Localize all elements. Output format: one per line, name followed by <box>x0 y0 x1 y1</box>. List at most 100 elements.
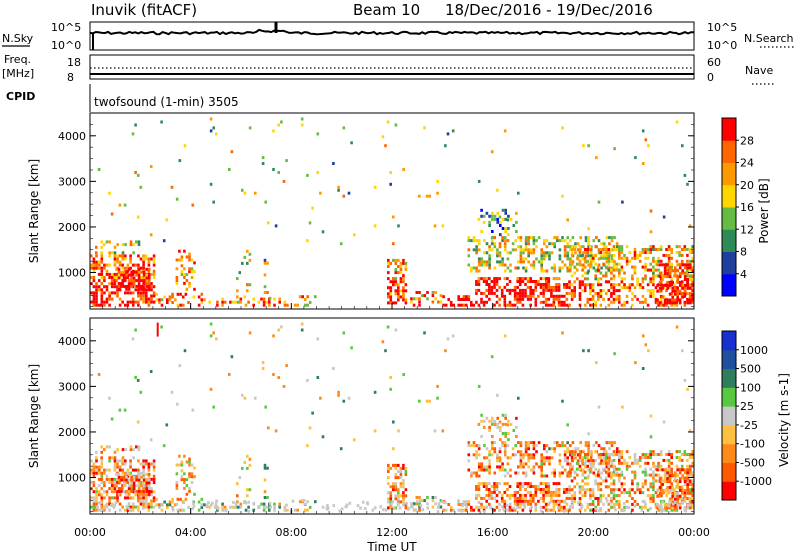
power-cell <box>467 263 471 267</box>
velocity-cell <box>103 490 106 494</box>
power-cell <box>92 260 96 264</box>
power-cell <box>120 270 123 274</box>
velocity-cell <box>545 474 549 478</box>
velocity-cell <box>103 481 106 484</box>
velocity-cell <box>576 459 580 463</box>
velocity-cell <box>563 488 566 491</box>
velocity-cell <box>449 508 453 512</box>
velocity-cell <box>641 470 645 474</box>
velocity-cell <box>92 481 96 484</box>
velocity-colorbar-segment <box>722 462 736 482</box>
velocity-cell <box>620 482 624 486</box>
velocity-cell <box>586 476 590 480</box>
power-cell <box>147 279 151 283</box>
freq-right-tick-top: 60 <box>707 56 721 69</box>
power-cell <box>394 277 398 281</box>
power-cell <box>262 300 266 304</box>
power-cell <box>676 269 679 273</box>
velocity-cell <box>638 491 642 495</box>
velocity-cell <box>610 473 613 477</box>
velocity-cell <box>644 505 647 509</box>
power-cell <box>137 291 140 295</box>
power-cell <box>686 274 689 278</box>
power-cell <box>121 257 124 261</box>
power-cell <box>691 300 694 304</box>
velocity-cell <box>130 478 133 482</box>
power-cell <box>485 211 489 215</box>
velocity-cell <box>680 476 684 480</box>
velocity-cell <box>147 478 151 482</box>
velocity-cell <box>108 468 111 472</box>
power-cell <box>612 245 616 249</box>
power-cell <box>501 236 504 240</box>
power-cell <box>658 275 662 279</box>
power-cell <box>524 248 528 252</box>
velocity-cell <box>387 470 390 473</box>
power-colorbar-segment <box>722 207 736 230</box>
velocity-cell <box>504 432 507 435</box>
velocity-cell <box>488 459 491 463</box>
power-cell <box>137 303 140 307</box>
velocity-cell <box>515 416 518 420</box>
velocity-cell <box>465 508 468 512</box>
velocity-cell <box>490 490 494 494</box>
power-cell <box>589 303 592 307</box>
velocity-cell <box>215 506 218 510</box>
velocity-cell <box>423 331 426 335</box>
power-cell <box>139 257 143 261</box>
velocity-cell <box>389 466 393 470</box>
power-cell <box>236 277 239 281</box>
velocity-cell <box>563 505 566 509</box>
velocity-cell <box>540 462 543 466</box>
velocity-cell <box>604 453 608 456</box>
velocity-cell <box>117 472 121 476</box>
velocity-cell <box>399 470 403 473</box>
velocity-cell <box>652 470 655 474</box>
velocity-cell <box>419 504 422 508</box>
power-cell <box>668 269 672 273</box>
velocity-cell <box>524 493 527 497</box>
power-cell <box>90 276 93 279</box>
power-cell <box>513 294 517 298</box>
velocity-cell <box>599 482 603 486</box>
power-cell <box>171 301 174 304</box>
power-cell <box>570 283 574 287</box>
power-cell <box>402 294 405 298</box>
velocity-cell <box>477 485 481 488</box>
velocity-cell <box>384 508 388 512</box>
velocity-cell <box>488 482 491 486</box>
velocity-cell <box>140 475 143 479</box>
power-cell <box>126 276 130 279</box>
velocity-cell <box>426 506 429 510</box>
power-cell <box>612 253 616 257</box>
velocity-cell <box>480 482 483 486</box>
power-cell <box>558 269 562 273</box>
power-cell <box>129 300 132 304</box>
velocity-cell <box>501 468 504 472</box>
power-cell <box>607 259 611 263</box>
power-cell <box>689 266 692 270</box>
velocity-cell <box>244 508 248 512</box>
velocity-cell <box>493 419 497 423</box>
power-cell <box>142 300 145 304</box>
power-cell <box>137 282 141 286</box>
velocity-cell <box>563 456 567 460</box>
velocity-cell <box>113 481 117 484</box>
power-cell <box>605 260 609 264</box>
velocity-cell <box>658 491 662 495</box>
velocity-cell <box>676 500 679 504</box>
velocity-cell <box>553 450 556 454</box>
velocity-cell <box>142 487 146 491</box>
power-cell <box>676 263 679 267</box>
velocity-cell <box>663 471 667 475</box>
power-cell <box>586 251 590 254</box>
power-cell <box>116 272 119 276</box>
velocity-cell <box>394 497 398 501</box>
power-cell <box>688 274 692 278</box>
velocity-cell <box>495 485 499 488</box>
power-cell <box>579 236 582 240</box>
velocity-colorbar-tick-label: -25 <box>740 419 758 432</box>
power-cell <box>397 295 400 299</box>
velocity-cell <box>90 481 93 484</box>
power-cell <box>480 297 483 301</box>
